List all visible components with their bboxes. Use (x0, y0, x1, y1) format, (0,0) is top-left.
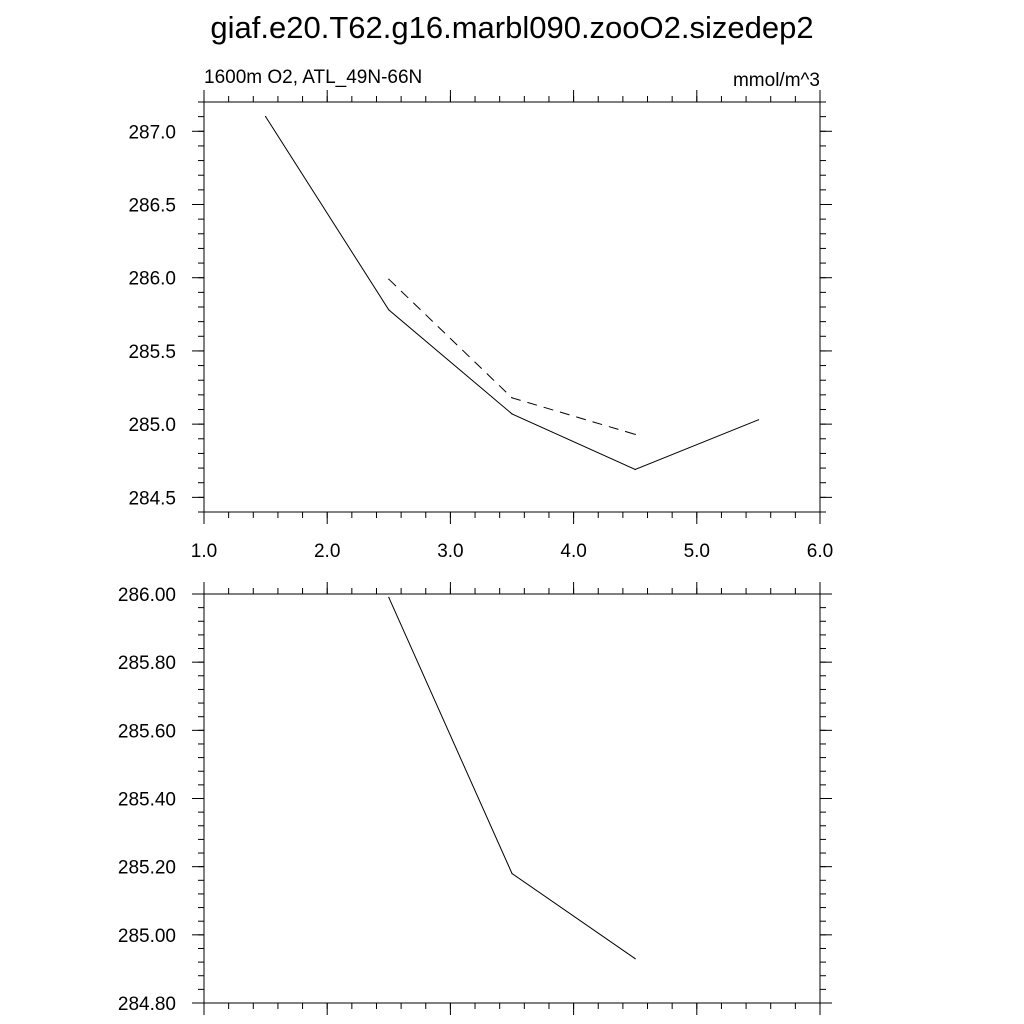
top-series-1-point (265, 116, 267, 118)
top-series-1-point (634, 468, 636, 471)
bottom-y-tick-label: 286.00 (118, 585, 176, 606)
top-y-tick-label: 287.0 (128, 122, 176, 143)
bottom-y-tick-label: 285.00 (118, 926, 176, 947)
top-series-1-point (757, 419, 760, 421)
top-plot-frame (203, 101, 821, 513)
top-x-tick-label: 5.0 (684, 541, 710, 562)
top-x-tick-label: 4.0 (560, 541, 586, 562)
bottom-y-tick-label: 285.20 (118, 858, 176, 879)
bottom-y-tick-label: 285.80 (118, 653, 176, 674)
top-y-tick-label: 286.0 (128, 269, 176, 290)
top-panel-subtitle: 1600m O2, ATL_49N-66N (204, 67, 422, 88)
top-series-2-point (634, 433, 636, 435)
bottom-plot-frame (203, 593, 821, 1004)
chart-title: giaf.e20.T62.g16.marbl090.zooO2.sizedep2 (210, 10, 814, 45)
top-panel: 1600m O2, ATL_49N-66N mmol/m^3 1.0 2.0 3.0… (128, 67, 833, 562)
top-panel-units: mmol/m^3 (733, 70, 820, 91)
bottom-y-tick-label: 285.40 (118, 790, 176, 811)
bottom-series-1-point (634, 958, 636, 960)
top-x-tick-label: 6.0 (807, 541, 833, 562)
top-y-tick-label: 284.5 (128, 488, 176, 509)
top-y-tick-label: 285.5 (128, 342, 176, 363)
bottom-series-line-1 (388, 597, 636, 960)
top-series-1-point (388, 309, 390, 311)
top-series-line-1 (265, 116, 759, 471)
top-series-line-2 (388, 278, 636, 435)
top-series-2-point (388, 278, 390, 280)
top-x-tick-label: 1.0 (191, 541, 217, 562)
top-x-tick-label: 3.0 (437, 541, 463, 562)
bottom-series-1-point (388, 596, 390, 599)
top-y-tick-label: 286.5 (128, 196, 176, 217)
bottom-series-1-point (511, 872, 513, 875)
top-x-tick-label: 2.0 (314, 541, 340, 562)
bottom-y-tick-label: 284.80 (118, 994, 176, 1015)
top-y-tick-label: 285.0 (128, 415, 176, 436)
top-series-2-point (511, 397, 513, 399)
bottom-y-tick-label: 285.60 (118, 721, 176, 742)
bottom-panel: 284.80 285.00 285.20 285.40 285.60 285.80 286.… (118, 582, 832, 1015)
top-series-1-point (511, 413, 513, 415)
